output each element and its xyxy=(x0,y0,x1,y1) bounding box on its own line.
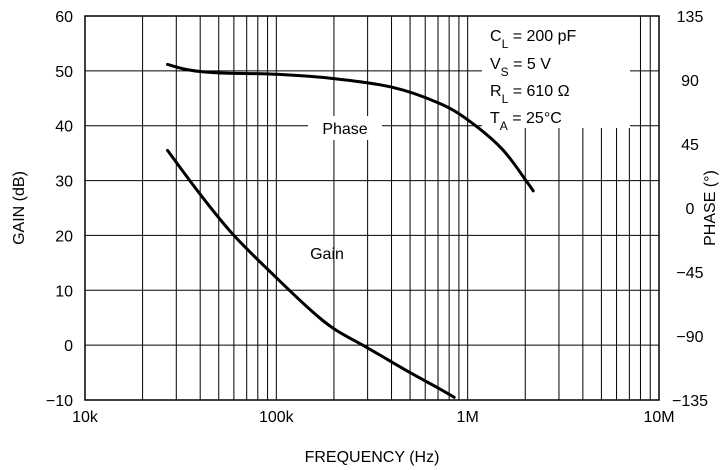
plot-frame xyxy=(84,15,660,401)
x-tick-label: 1M xyxy=(457,409,479,426)
y-tick-label: 60 xyxy=(55,9,73,26)
y-tick-label: 30 xyxy=(55,174,73,191)
gain-curve xyxy=(166,148,456,399)
y-axis-title: GAIN (dB) xyxy=(11,171,28,245)
x-tick-label: 10M xyxy=(643,409,674,426)
gain-series-label: Gain xyxy=(310,246,344,263)
annotation-background xyxy=(482,16,630,128)
annotation-ta: TA = 25°C xyxy=(490,110,562,133)
y2-tick-label: −90 xyxy=(676,329,703,346)
y2-tick-label: 135 xyxy=(677,9,704,26)
phase-series-label: Phase xyxy=(322,121,367,138)
phase-curve xyxy=(166,62,535,193)
y2-axis-title: PHASE (°) xyxy=(702,170,719,246)
y-tick-label: 0 xyxy=(64,338,73,355)
y2-tick-labels: −135 −90 −45 0 45 90 135 xyxy=(672,9,708,410)
y-tick-label: 50 xyxy=(55,64,73,81)
annotation-rl: RL = 610 Ω xyxy=(490,83,570,106)
y2-tick-label: −45 xyxy=(676,265,703,282)
y2-tick-label: 0 xyxy=(686,201,695,218)
y-tick-label: 20 xyxy=(55,228,73,245)
y2-tick-label: 90 xyxy=(681,73,699,90)
annotation-cl: CL = 200 pF xyxy=(490,28,577,51)
x-tick-label: 100k xyxy=(259,409,295,426)
y2-tick-label: 45 xyxy=(681,137,699,154)
phase-label-background xyxy=(308,116,382,140)
y-tick-label: 10 xyxy=(55,283,73,300)
x-tick-label: 10k xyxy=(72,409,99,426)
annotation-vs: VS = 5 V xyxy=(490,56,551,79)
y-tick-label: 40 xyxy=(55,119,73,136)
y-tick-label: −10 xyxy=(46,393,73,410)
x-tick-labels: 10k 100k 1M 10M xyxy=(72,409,674,426)
y-tick-labels: −10 0 10 20 30 40 50 60 xyxy=(46,9,73,410)
x-axis-title: FREQUENCY (Hz) xyxy=(305,449,440,466)
y2-tick-label: −135 xyxy=(672,393,708,410)
curves xyxy=(166,62,535,399)
